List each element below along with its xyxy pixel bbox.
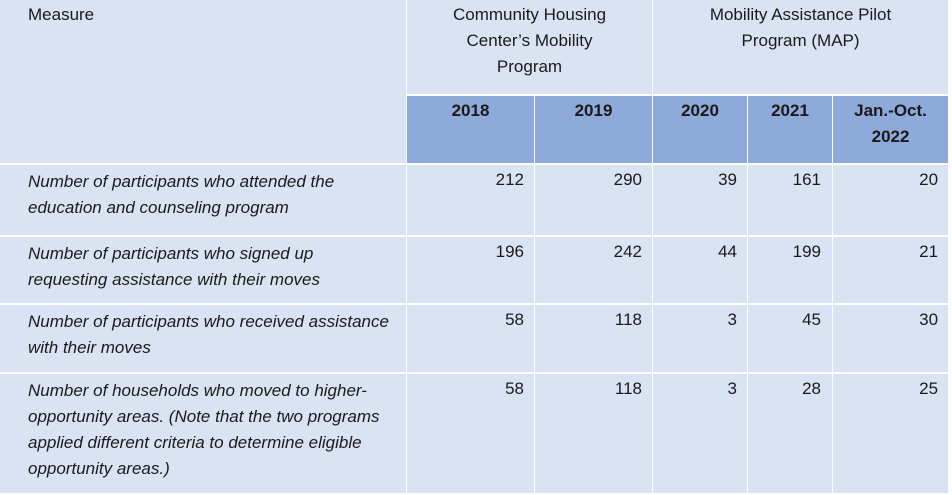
value-cell: 199 bbox=[748, 237, 834, 305]
table-row: Number of participants who attended the … bbox=[0, 165, 949, 237]
value-cell: 58 bbox=[407, 374, 535, 495]
value-cell: 44 bbox=[653, 237, 749, 305]
row-label: Number of participants who signed up req… bbox=[0, 237, 407, 305]
value-cell: 21 bbox=[833, 237, 949, 305]
value-cell: 3 bbox=[653, 305, 749, 374]
value-cell: 39 bbox=[653, 165, 749, 237]
year-header-2020: 2020 bbox=[653, 96, 749, 165]
value-cell: 3 bbox=[653, 374, 749, 495]
value-cell: 20 bbox=[833, 165, 949, 237]
table-row: Number of participants who received assi… bbox=[0, 305, 949, 374]
table-row: Number of households who moved to higher… bbox=[0, 374, 949, 495]
row-label: Number of participants who attended the … bbox=[0, 165, 407, 237]
value-cell: 118 bbox=[535, 374, 654, 495]
value-cell: 28 bbox=[748, 374, 834, 495]
year-header-2022: Jan.-Oct. 2022 bbox=[833, 96, 949, 165]
value-cell: 45 bbox=[748, 305, 834, 374]
value-cell: 25 bbox=[833, 374, 949, 495]
year-header-2018: 2018 bbox=[407, 96, 535, 165]
value-cell: 58 bbox=[407, 305, 535, 374]
chc-mobility-program-header: Community Housing Center’s Mobility Prog… bbox=[407, 0, 654, 96]
year-header-2019: 2019 bbox=[535, 96, 654, 165]
table-row: Number of participants who signed up req… bbox=[0, 237, 949, 305]
value-cell: 196 bbox=[407, 237, 535, 305]
value-cell: 161 bbox=[748, 165, 834, 237]
value-cell: 118 bbox=[535, 305, 654, 374]
row-label: Number of households who moved to higher… bbox=[0, 374, 407, 495]
measure-column-header: Measure bbox=[0, 0, 407, 165]
row-label: Number of participants who received assi… bbox=[0, 305, 407, 374]
map-program-header: Mobility Assistance Pilot Program (MAP) bbox=[653, 0, 949, 96]
year-header-2021: 2021 bbox=[748, 96, 834, 165]
value-cell: 30 bbox=[833, 305, 949, 374]
value-cell: 242 bbox=[535, 237, 654, 305]
value-cell: 212 bbox=[407, 165, 535, 237]
value-cell: 290 bbox=[535, 165, 654, 237]
